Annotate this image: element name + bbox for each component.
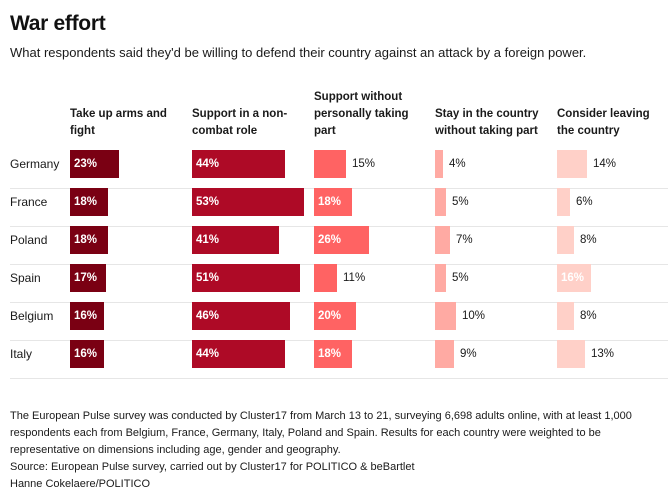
data-label: 15% <box>352 158 376 170</box>
bar <box>70 302 104 330</box>
bar <box>192 340 285 368</box>
data-label: 5% <box>452 272 469 284</box>
bar <box>314 188 352 216</box>
column-header: Consider leaving the country <box>557 96 668 140</box>
bar <box>435 226 450 254</box>
data-label: 44% <box>196 158 220 170</box>
column-header-line: fight <box>70 125 95 137</box>
column-header-line: Support in a non- <box>192 108 288 120</box>
bar <box>314 340 352 368</box>
data-label: 20% <box>318 310 342 322</box>
bar <box>70 340 104 368</box>
chart-row: France 18% 53% 18% 5% 6% <box>10 188 668 227</box>
bar <box>314 302 356 330</box>
bar <box>192 302 290 330</box>
bar <box>192 150 285 178</box>
column-header-line: without taking part <box>435 125 538 137</box>
data-label: 9% <box>460 348 477 360</box>
data-label: 5% <box>452 196 469 208</box>
bar <box>70 264 106 292</box>
data-label: 23% <box>74 158 98 170</box>
column-header-line: combat role <box>192 125 258 137</box>
category-label: Italy <box>10 347 33 361</box>
bar <box>435 150 443 178</box>
source-line: Source: European Pulse survey, carried o… <box>10 461 415 473</box>
column-header: Stay in the country without taking part <box>435 96 553 140</box>
category-label: France <box>10 195 48 209</box>
credit-line: Hanne Cokelaere/POLITICO <box>10 478 151 490</box>
data-label: 51% <box>196 272 220 284</box>
data-label: 41% <box>196 234 220 246</box>
bar <box>435 340 454 368</box>
column-header: Take up arms and fight <box>70 96 188 140</box>
data-label: 8% <box>580 310 597 322</box>
data-label: 14% <box>593 158 617 170</box>
column-header-line: part <box>314 125 336 137</box>
bar <box>557 340 585 368</box>
methodology-note: The European Pulse survey was conducted … <box>10 410 632 456</box>
data-label: 44% <box>196 348 220 360</box>
bar <box>557 150 587 178</box>
chart-footer: The European Pulse survey was conducted … <box>10 408 660 493</box>
data-label: 18% <box>318 196 342 208</box>
data-label: 8% <box>580 234 597 246</box>
bar <box>192 264 300 292</box>
category-label: Belgium <box>10 309 54 323</box>
data-label: 18% <box>74 196 98 208</box>
bar <box>70 188 108 216</box>
column-header-line: Support without <box>314 91 403 103</box>
data-label: 7% <box>456 234 473 246</box>
data-label: 26% <box>318 234 342 246</box>
bar <box>314 226 369 254</box>
category-label: Spain <box>10 271 41 285</box>
bar <box>435 264 446 292</box>
data-label: 17% <box>74 272 98 284</box>
bar <box>314 264 337 292</box>
bar <box>557 302 574 330</box>
data-label: 16% <box>561 272 585 284</box>
column-header-line: the country <box>557 125 620 137</box>
bar <box>70 226 108 254</box>
data-label: 16% <box>74 348 98 360</box>
data-label: 11% <box>343 272 366 284</box>
bar <box>314 150 346 178</box>
chart-row: Belgium 16% 46% 20% 10% 8% <box>10 302 668 341</box>
chart-row: Italy 16% 44% 18% 9% 13% <box>10 340 668 379</box>
data-label: 4% <box>449 158 466 170</box>
column-header: Support without personally taking part <box>314 91 432 140</box>
data-label: 18% <box>318 348 342 360</box>
chart-row: Poland 18% 41% 26% 7% 8% <box>10 226 668 265</box>
data-label: 10% <box>462 310 486 322</box>
bar <box>192 226 279 254</box>
category-label: Germany <box>10 157 60 171</box>
column-header-line: personally taking <box>314 108 409 120</box>
chart-subtitle: What respondents said they'd be willing … <box>10 45 587 60</box>
data-label: 18% <box>74 234 98 246</box>
chart-title: War effort <box>10 12 106 35</box>
chart-row: Spain 17% 51% 11% 5% 16% <box>10 264 668 303</box>
column-header: Support in a non-combat role <box>192 96 310 140</box>
data-label: 13% <box>591 348 615 360</box>
category-label: Poland <box>10 233 48 247</box>
data-label: 53% <box>196 196 220 208</box>
bar <box>192 188 304 216</box>
bar <box>557 226 574 254</box>
bar <box>557 264 591 292</box>
column-header-line: Consider leaving <box>557 108 650 120</box>
bar <box>70 150 119 178</box>
bar <box>435 302 456 330</box>
column-header-line: Take up arms and <box>70 108 167 120</box>
bar <box>557 188 570 216</box>
data-label: 16% <box>74 310 98 322</box>
chart-row: Germany 23% 44% 15% 4% 14% <box>10 150 668 189</box>
bar <box>435 188 446 216</box>
data-label: 6% <box>576 196 593 208</box>
column-header-line: Stay in the country <box>435 108 539 120</box>
data-label: 46% <box>196 310 220 322</box>
